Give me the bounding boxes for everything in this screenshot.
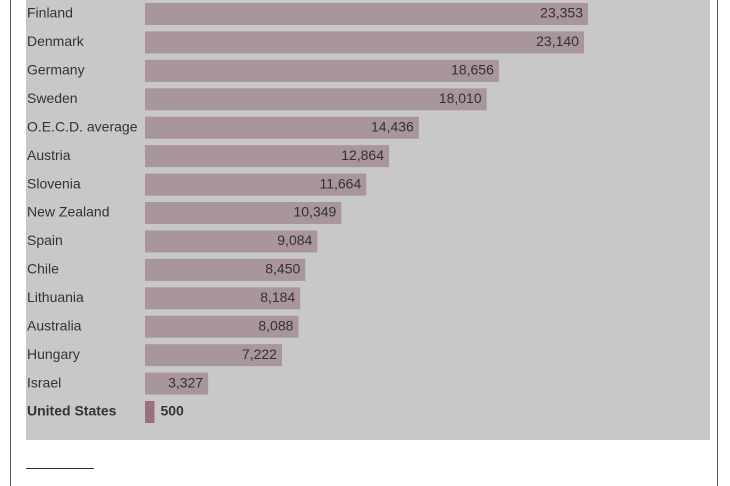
value-label: 7,222 [242,346,277,362]
value-label: 11,664 [319,175,361,191]
category-label: Spain [27,232,63,248]
value-label: 8,450 [265,261,300,277]
bar [145,173,367,196]
value-label: 23,140 [536,33,579,49]
value-label: 18,656 [451,62,494,78]
category-label: United States [27,403,117,419]
value-label: 23,353 [540,5,583,21]
value-label: 14,436 [371,118,414,134]
bar [145,145,390,168]
value-label: 8,184 [260,289,295,305]
category-label: Chile [27,261,59,277]
category-label: Israel [27,374,61,390]
category-label: Sweden [27,90,78,106]
category-label: Lithuania [27,289,84,305]
value-label: 8,088 [258,317,293,333]
bar [145,59,499,82]
category-label: Hungary [27,346,80,362]
value-label: 18,010 [439,90,482,106]
bar [145,3,588,25]
bar [145,230,318,253]
bar [145,372,209,395]
bar [145,344,282,367]
category-label: Finland [27,5,73,21]
category-label: O.E.C.D. average [27,118,138,134]
value-label: 12,864 [341,147,384,163]
category-label: Denmark [27,33,85,49]
category-label: Germany [27,62,85,78]
value-label: 3,327 [168,374,203,390]
bar [145,401,155,424]
category-label: New Zealand [27,204,110,220]
category-label: Austria [27,147,71,163]
bar [145,202,342,225]
bar [145,88,487,111]
bar [145,31,584,54]
value-label: 9,084 [277,232,312,248]
category-label: Slovenia [27,175,81,191]
bar [145,315,299,338]
value-label: 10,349 [293,204,336,220]
bar [145,258,306,281]
category-label: Australia [27,317,82,333]
bar [145,287,301,310]
value-label: 500 [160,403,184,419]
bar [145,116,419,139]
